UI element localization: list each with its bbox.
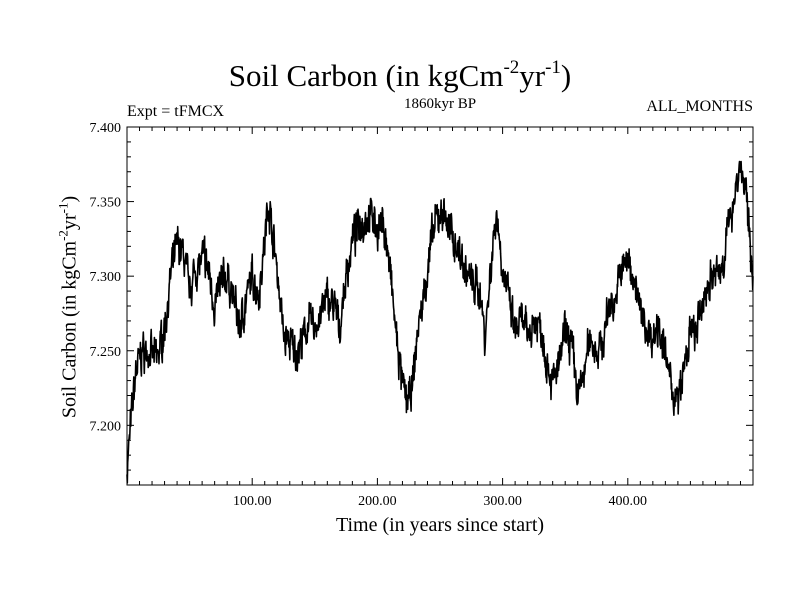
series-line-soil-carbon (126, 160, 754, 484)
y-tick-label: 7.200 (90, 419, 122, 434)
y-tick-label: 7.350 (90, 196, 122, 211)
x-tick-label: 100.00 (233, 494, 272, 509)
x-axis-label: Time (in years since start) (335, 514, 545, 536)
x-tick-label: 300.00 (483, 494, 522, 509)
x-tick-label: 400.00 (609, 494, 648, 509)
season-label: ALL_MONTHS (646, 98, 753, 115)
chart-subtitle: 1860kyr BP (403, 96, 477, 112)
chart-title: Soil Carbon (in kgCm-2yr-1) (228, 57, 572, 93)
experiment-label: Expt = tFMCX (127, 103, 225, 120)
x-tick-label: 200.00 (358, 494, 397, 509)
x-axis: 100.00 200.00 300.00 400.00 (139, 127, 741, 509)
y-tick-label: 7.300 (90, 270, 122, 285)
y-tick-label: 7.400 (90, 121, 122, 136)
plot-frame (126, 126, 754, 486)
y-tick-label: 7.250 (90, 345, 122, 360)
y-axis-label: Soil Carbon (in kgCm-2yr-1) (55, 195, 81, 419)
